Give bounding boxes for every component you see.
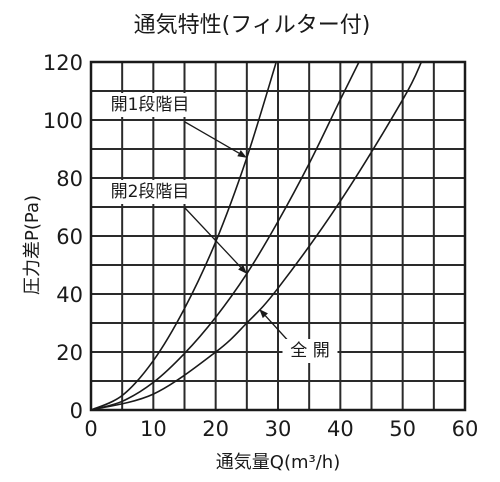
series-line-3 xyxy=(91,62,423,410)
x-tick-label: 20 xyxy=(202,417,229,441)
x-axis-label: 通気量Q(m³/h) xyxy=(216,452,340,473)
x-tick-label: 60 xyxy=(452,417,479,441)
annotation-label: 開1段階目 xyxy=(111,95,190,115)
annotation-label: 全 開 xyxy=(290,341,329,361)
annotation-label-bg xyxy=(107,180,193,204)
series-line-1 xyxy=(91,62,278,410)
y-tick-label: 60 xyxy=(56,225,83,249)
annotation-arrowhead xyxy=(237,150,247,158)
x-tick-label: 50 xyxy=(389,417,416,441)
annotation-arrowhead xyxy=(259,309,268,319)
y-tick-label: 20 xyxy=(56,341,83,365)
y-axis-label: 圧力差P(Pa) xyxy=(22,195,43,295)
series-lines xyxy=(91,62,423,410)
annotation-leader xyxy=(184,207,242,268)
x-tick-label: 30 xyxy=(265,417,292,441)
chart-title: 通気特性(フィルター付) xyxy=(134,13,371,38)
y-tick-label: 40 xyxy=(56,283,83,307)
x-tick-label: 10 xyxy=(140,417,167,441)
y-tick-label: 0 xyxy=(70,399,83,423)
annotation-leader xyxy=(184,121,240,154)
x-tick-label: 40 xyxy=(327,417,354,441)
y-tick-label: 80 xyxy=(56,167,83,191)
annotation-label-bg xyxy=(107,93,193,117)
y-tick-label: 100 xyxy=(43,109,83,133)
annotation-label-bg xyxy=(282,339,338,363)
annotation-label: 開2段階目 xyxy=(111,182,190,202)
tick-labels: 0 10 20 30 40 50 60 0 20 40 60 80 100 120 xyxy=(43,51,478,441)
y-tick-label: 120 xyxy=(43,51,83,75)
x-tick-label: 0 xyxy=(84,417,97,441)
plot-frame xyxy=(89,60,467,412)
series-line-2 xyxy=(91,62,360,410)
grid xyxy=(91,62,465,410)
annotation-arrowhead xyxy=(238,264,247,274)
